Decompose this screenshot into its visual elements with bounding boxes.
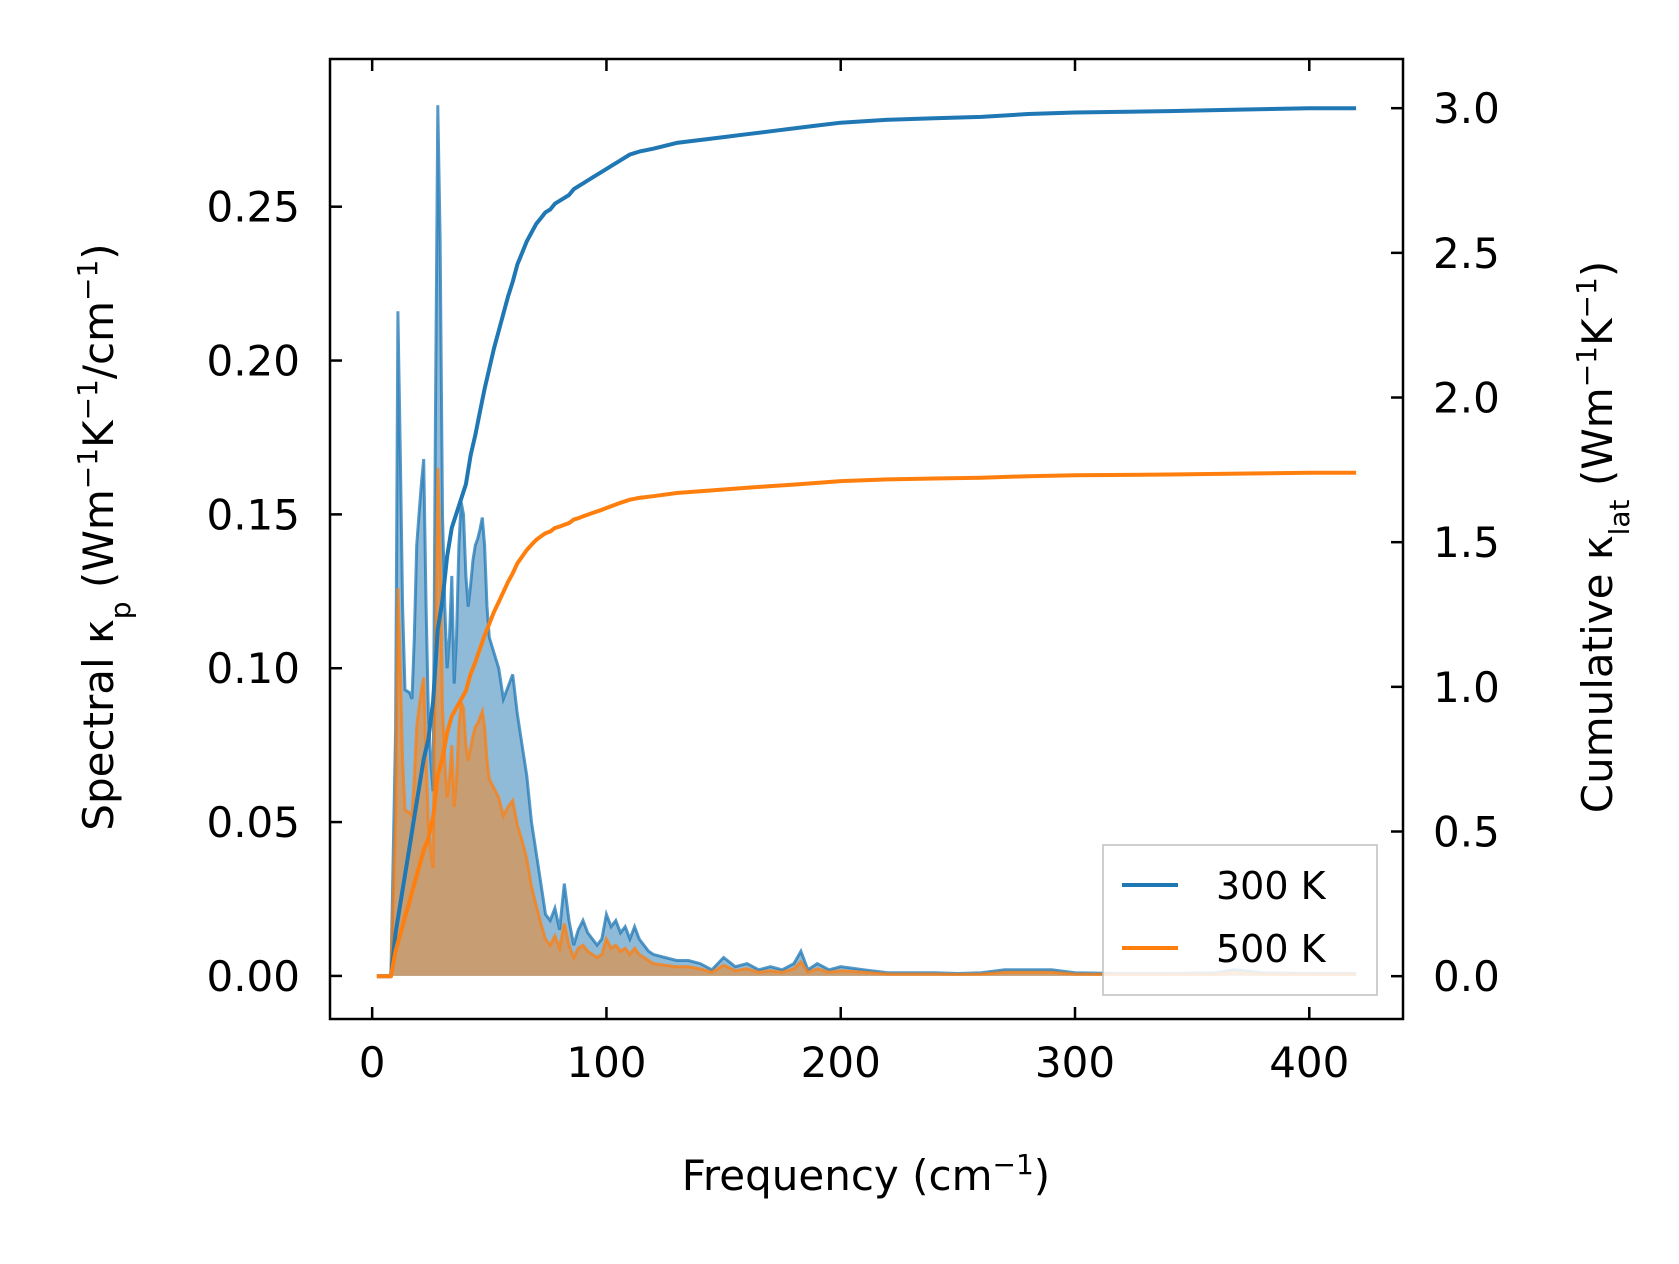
y-right-tick-label-1: 0.5: [1433, 808, 1500, 857]
axes-frame: [328, 57, 1405, 1021]
spectral-line-500k: [376, 468, 1357, 978]
plot-area: [376, 105, 1357, 979]
spectral-fills: [376, 105, 1357, 976]
left-y-axis-title: Spectral κp (Wm−1K−1/cm−1): [71, 243, 137, 830]
y-left-tick-label-2: 0.10: [206, 644, 300, 693]
legend: 300 K 500 K: [1102, 844, 1378, 996]
cumulative-line-300k: [376, 106, 1357, 979]
y-left-tick-label-1: 0.05: [206, 798, 300, 847]
y-right-tick-label-6: 3.0: [1433, 84, 1500, 133]
x-axis-title: Frequency (cm−1): [682, 1148, 1050, 1201]
y-left-tick-label-4: 0.20: [206, 337, 300, 386]
y-right-tick-label-5: 2.5: [1433, 229, 1500, 278]
axis-ticks: [330, 59, 1403, 1019]
y-right-tick-label-4: 2.0: [1433, 374, 1500, 423]
y-left-tick-label-5: 0.25: [206, 183, 300, 232]
y-left-tick-label-0: 0.00: [206, 952, 300, 1001]
x-tick-label-3: 300: [1035, 1038, 1115, 1087]
legend-label-300k: 300 K: [1216, 864, 1327, 908]
axis-tick-labels: 0 100 200 300 400 0.00 0.05 0.10 0.15 0.20 0.25 0.0…: [206, 84, 1499, 1087]
legend-label-500k: 500 K: [1216, 927, 1327, 971]
right-y-axis-title: Cumulative κlat (Wm−1K−1): [1570, 261, 1636, 813]
x-tick-label-2: 200: [801, 1038, 881, 1087]
x-tick-label-4: 400: [1269, 1038, 1349, 1087]
y-right-tick-label-0: 0.0: [1433, 952, 1500, 1001]
cumulative-line-500k: [376, 470, 1357, 979]
y-right-tick-label-2: 1.0: [1433, 663, 1500, 712]
spectral-fill-500k: [376, 468, 1357, 976]
x-tick-label-0: 0: [359, 1038, 386, 1087]
y-right-tick-label-3: 1.5: [1433, 518, 1500, 567]
y-left-tick-label-3: 0.15: [206, 490, 300, 539]
x-tick-label-1: 100: [566, 1038, 646, 1087]
spectral-line-300k: [376, 105, 1357, 978]
series-lines: [376, 105, 1357, 979]
legend-box: [1102, 844, 1378, 996]
